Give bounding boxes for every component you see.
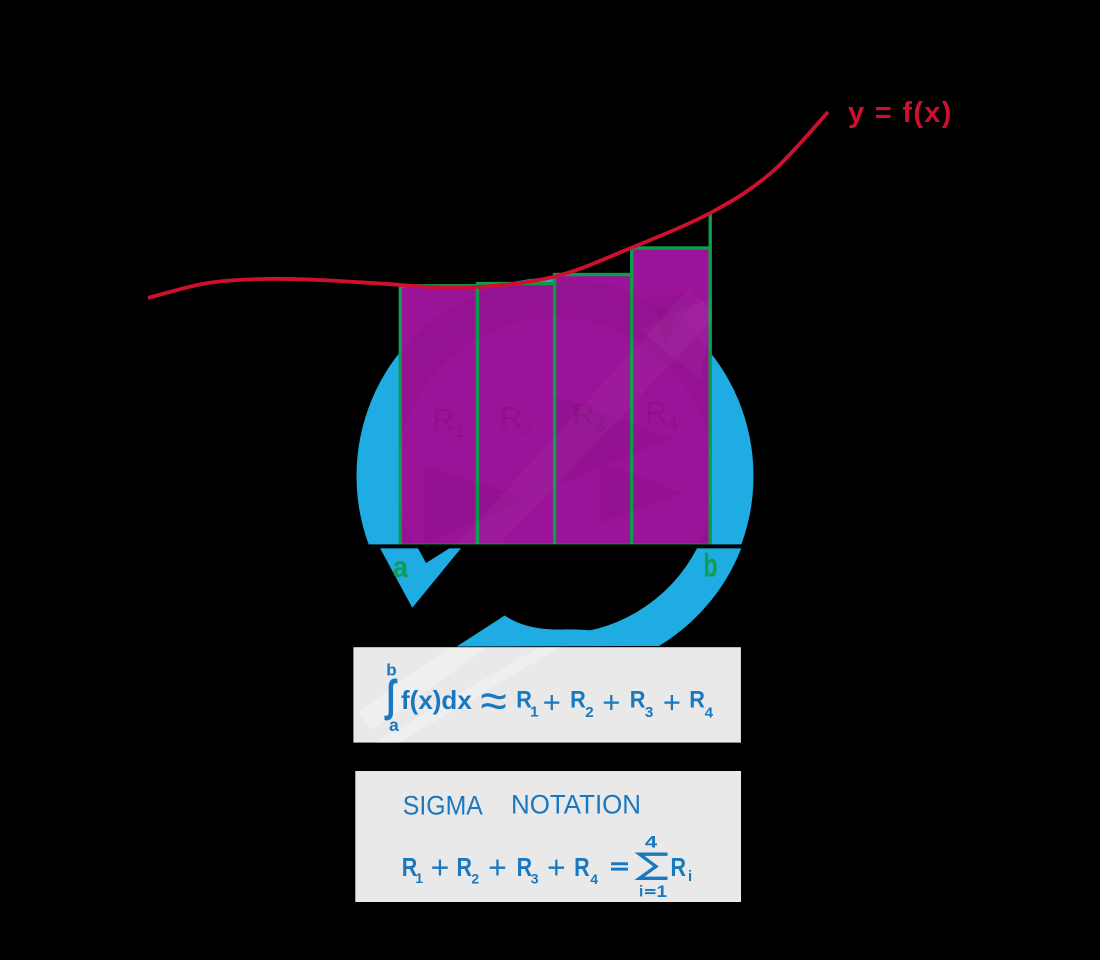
svg-text:b: b <box>386 660 396 679</box>
svg-text:R: R <box>574 853 590 883</box>
svg-text:SIGMA: SIGMA <box>403 792 484 821</box>
svg-text:3: 3 <box>645 704 653 721</box>
svg-text:≈: ≈ <box>480 675 506 728</box>
svg-text:f(x)dx: f(x)dx <box>401 685 472 715</box>
svg-text:R: R <box>570 685 586 712</box>
svg-text:a: a <box>393 551 409 584</box>
svg-text:i: i <box>639 884 643 901</box>
svg-text:4: 4 <box>705 705 714 722</box>
svg-text:i: i <box>688 868 692 885</box>
svg-text:R: R <box>689 685 705 712</box>
svg-text:+: + <box>488 850 507 886</box>
svg-text:1: 1 <box>415 870 423 886</box>
svg-text:1: 1 <box>530 703 539 720</box>
svg-text:+: + <box>663 684 681 719</box>
svg-text:R: R <box>516 685 532 712</box>
svg-text:+: + <box>431 850 450 886</box>
svg-text:R: R <box>671 853 687 883</box>
svg-text:2: 2 <box>471 871 479 887</box>
svg-text:b: b <box>703 548 717 585</box>
svg-text:2: 2 <box>585 704 593 721</box>
svg-text:1: 1 <box>657 882 668 901</box>
svg-text:R: R <box>457 853 473 883</box>
svg-text:NOTATION: NOTATION <box>511 789 641 820</box>
svg-text:+: + <box>602 684 620 719</box>
svg-text:4: 4 <box>645 833 657 852</box>
svg-text:R: R <box>402 853 418 883</box>
svg-text:+: + <box>543 684 561 719</box>
svg-text:∫: ∫ <box>384 672 398 721</box>
svg-text:3: 3 <box>531 871 539 887</box>
svg-text:R3: R3 <box>572 397 605 437</box>
svg-text:R: R <box>630 685 646 712</box>
svg-text:y = f(x): y = f(x) <box>848 97 953 129</box>
svg-text:+: + <box>547 850 566 886</box>
svg-text:R: R <box>517 853 533 883</box>
svg-text:a: a <box>389 715 399 735</box>
svg-text:4: 4 <box>590 871 598 887</box>
